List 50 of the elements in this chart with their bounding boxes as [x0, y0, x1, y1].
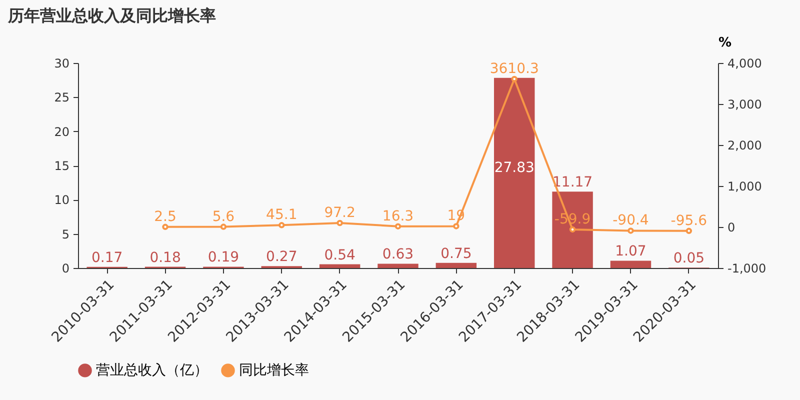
data-label: -90.4 — [612, 212, 649, 229]
bar — [436, 262, 477, 268]
data-label: 1.07 — [615, 244, 646, 260]
point — [336, 220, 343, 226]
data-label: 5.6 — [212, 208, 235, 225]
y-tick-label: 25 — [54, 90, 70, 105]
data-label: 0.19 — [208, 250, 240, 266]
bar — [378, 264, 418, 268]
y-tick-label: 20 — [54, 124, 70, 139]
data-label: 16.3 — [382, 208, 414, 224]
y2-tick-label: 4,000 — [728, 56, 762, 70]
point — [569, 226, 576, 233]
y-tick-label: 10 — [54, 193, 70, 208]
data-label: 97.2 — [324, 205, 356, 222]
data-label: -95.6 — [670, 212, 708, 229]
point — [394, 223, 402, 230]
data-label: 0.05 — [673, 250, 704, 267]
data-label: 3610.3 — [490, 60, 539, 77]
data-label: 0.54 — [324, 247, 356, 264]
bar — [494, 78, 535, 268]
y2-tick-label: 1,000 — [728, 180, 762, 194]
data-label: 45.1 — [266, 207, 298, 224]
y-tick-label: 30 — [54, 56, 70, 70]
y2-tick-label: -1,000 — [728, 262, 766, 276]
legend-label: 营业总收入（亿） — [96, 362, 208, 378]
y-tick-label: 15 — [54, 159, 70, 173]
y2-tick-label: 0 — [728, 220, 736, 234]
point — [220, 224, 227, 230]
y-tick-label: 5 — [62, 227, 70, 242]
y2-tick-label: 3,000 — [728, 98, 762, 112]
point — [453, 223, 460, 230]
data-label: 27.83 — [494, 160, 534, 176]
chart-title: 历年营业总收入及同比增长率 — [7, 6, 216, 25]
point — [278, 222, 285, 228]
data-label: 0.17 — [92, 250, 123, 266]
data-label: 0.63 — [382, 246, 414, 263]
data-label: 0.18 — [150, 250, 181, 266]
data-label: 0.27 — [266, 249, 298, 266]
point — [162, 224, 168, 230]
legend-label: 同比增长率 — [239, 362, 309, 378]
y-tick-label: 0 — [62, 262, 70, 276]
y2-tick-label: 2,000 — [728, 138, 762, 152]
point — [628, 228, 634, 234]
point — [686, 228, 692, 234]
point — [511, 76, 518, 82]
y2-axis-title: % — [718, 36, 732, 50]
data-label: 2.5 — [154, 208, 176, 225]
data-label: 0.75 — [440, 246, 472, 262]
bar — [319, 264, 360, 268]
bar — [610, 260, 652, 268]
